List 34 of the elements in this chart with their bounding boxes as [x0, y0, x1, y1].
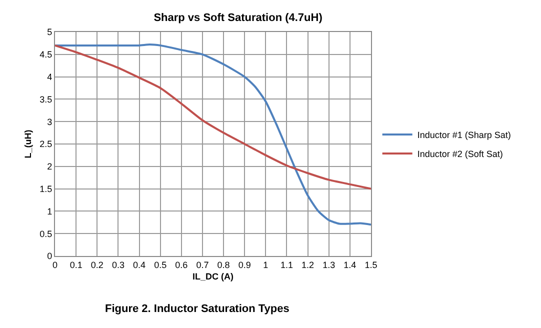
y-tick-label: 1.5	[40, 184, 52, 194]
y-tick-label: 2.5	[40, 139, 52, 150]
line-series	[55, 44, 371, 190]
x-tick-label: 0.2	[90, 260, 104, 270]
y-tick-label: 2	[47, 162, 52, 172]
x-tick-label: 1.3	[322, 260, 336, 270]
x-tick-label: 0.6	[175, 260, 188, 270]
caption: Figure 2. Inductor Saturation Types	[105, 303, 290, 315]
y-tick-label: 0	[47, 251, 52, 262]
line-series	[55, 44, 371, 226]
chart-title: Sharp vs Soft Saturation (4.7uH)	[154, 12, 323, 24]
x-tick-label: 1.2	[302, 260, 314, 270]
x-tick-label: 0.5	[154, 260, 167, 270]
x-tick-label: 1.5	[364, 260, 378, 270]
legend-label: Inductor #1 (Sharp Sat)	[417, 130, 511, 140]
x-tick-label: 0.8	[217, 260, 230, 270]
y-axis-title: L_(uH)	[23, 130, 34, 158]
x-tick-label: 0.4	[133, 260, 146, 270]
x-tick-label: 0.1	[70, 260, 82, 270]
y-tick-label: 4	[47, 72, 52, 82]
x-tick-label: 1.4	[344, 260, 356, 270]
y-tick-label: 5	[47, 27, 52, 38]
x-tick-label: 0.7	[196, 260, 209, 270]
y-tick-label: 3	[47, 116, 52, 127]
x-axis-title: IL_DC (A)	[192, 272, 234, 282]
x-tick-label: 0.9	[238, 260, 251, 270]
x-tick-label: 0.3	[112, 260, 124, 270]
x-tick-label: 1.1	[280, 260, 293, 270]
y-tick-label: 0.5	[40, 228, 52, 239]
y-tick-label: 3.5	[40, 94, 52, 104]
legend-label: Inductor #2 (Soft Sat)	[417, 149, 503, 160]
y-tick-label: 1	[47, 206, 52, 216]
x-tick-label: 1	[263, 260, 268, 270]
y-tick-label: 4.5	[40, 50, 52, 60]
